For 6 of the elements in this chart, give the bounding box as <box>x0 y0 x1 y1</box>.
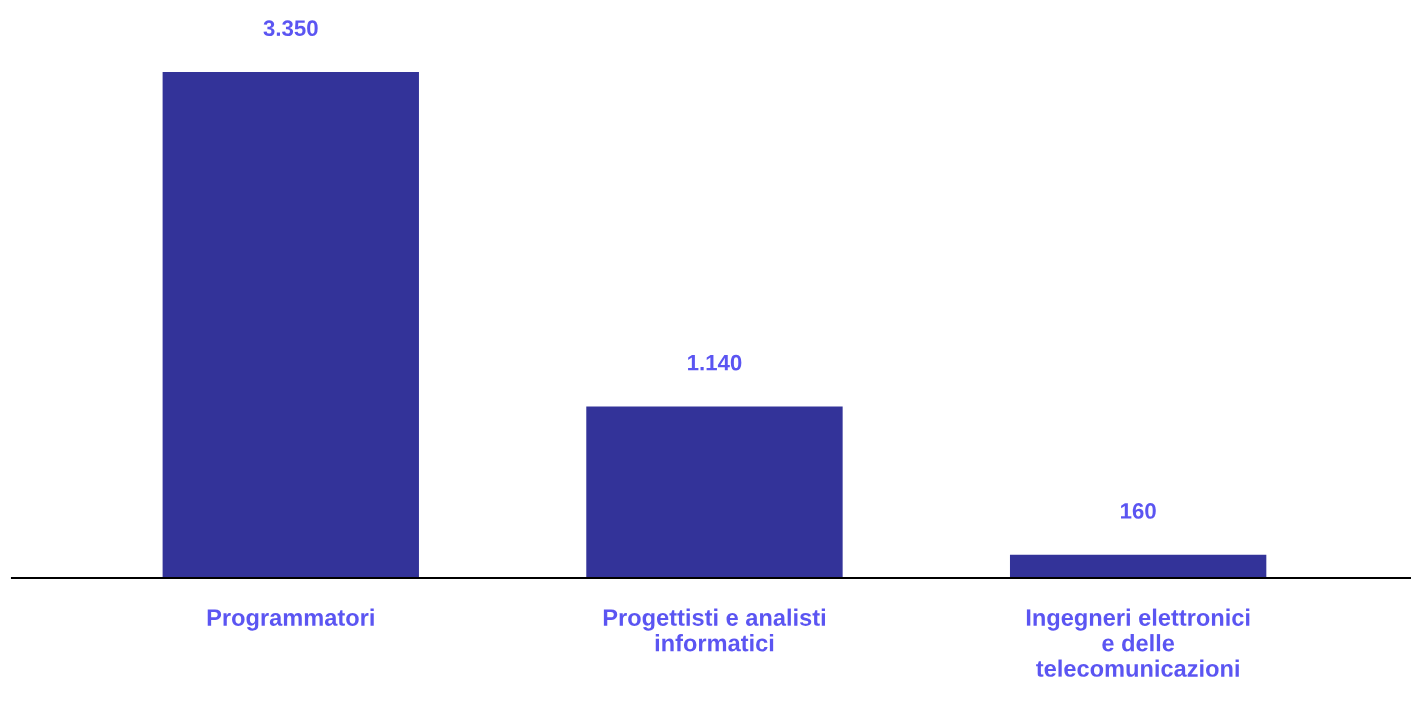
data-label: 3.350 <box>263 20 318 37</box>
x-tick-label: Programmatori <box>207 608 374 631</box>
data-label: 160 <box>1121 503 1156 519</box>
data-label: 1.140 <box>688 354 742 371</box>
x-tick-label: Progettisti e analisti informatici <box>603 608 825 652</box>
x-tick-label: Ingegneri elettronici e delle telecomunicazioni <box>1026 608 1250 677</box>
